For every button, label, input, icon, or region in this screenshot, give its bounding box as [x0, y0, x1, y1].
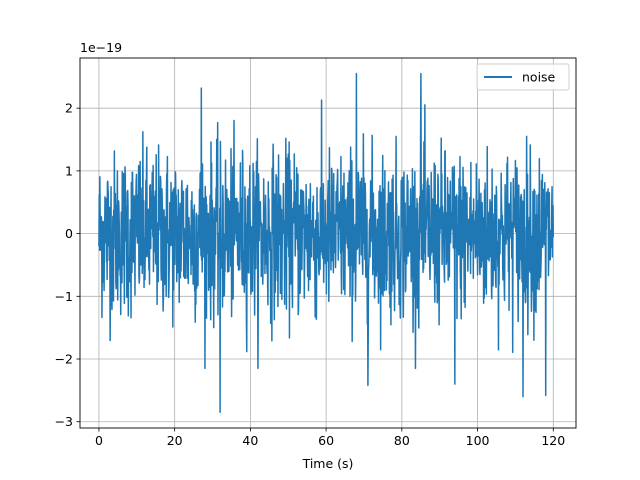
- y-tick-label: −3: [55, 414, 73, 429]
- x-tick-label: 100: [466, 433, 490, 448]
- x-tick-label: 60: [318, 433, 334, 448]
- y-axis: −3 −2 −1 0 1 2: [55, 101, 80, 429]
- x-tick-label: 40: [242, 433, 258, 448]
- y-tick-label: 1: [65, 163, 73, 178]
- series-noise: [98, 72, 555, 414]
- legend-box: [476, 63, 570, 91]
- y-tick-label: −2: [55, 352, 73, 367]
- y-tick-label: −1: [55, 289, 73, 304]
- x-tick-label: 120: [541, 433, 565, 448]
- axes-frame: [79, 57, 577, 429]
- series-line-noise: [98, 72, 555, 414]
- y-tick-label: 2: [65, 101, 73, 116]
- x-axis: 0 20 40 60 80 100 120: [95, 428, 565, 448]
- x-axis-label: Time (s): [302, 456, 354, 471]
- legend-label-noise: noise: [522, 70, 556, 85]
- x-tick-label: 80: [394, 433, 410, 448]
- x-tick-label: 0: [95, 433, 103, 448]
- y-tick-label: 0: [65, 226, 73, 241]
- legend: noise: [476, 63, 570, 91]
- x-tick-label: 20: [167, 433, 183, 448]
- y-offset-text: 1e−19: [80, 40, 122, 55]
